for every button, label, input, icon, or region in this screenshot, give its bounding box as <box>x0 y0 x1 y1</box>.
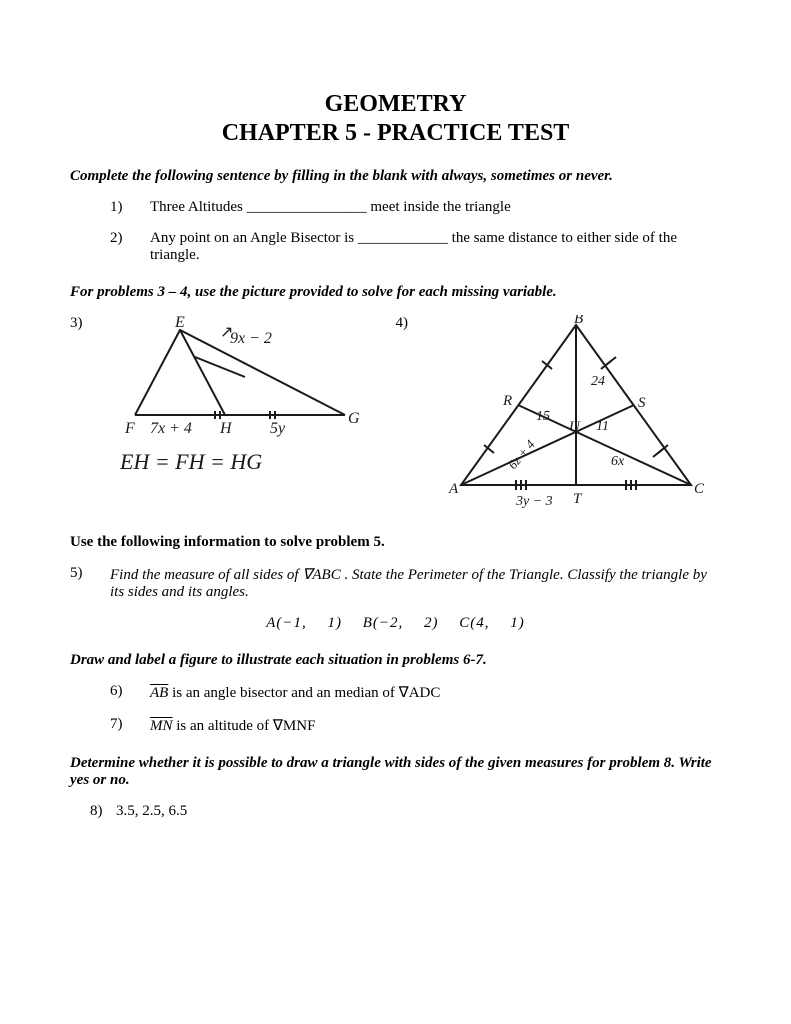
question-5: 5) Find the measure of all sides of ∇ABC… <box>70 565 721 601</box>
question-1: 1) Three Altitudes ________________ meet… <box>110 199 721 216</box>
svg-text:B: B <box>574 315 583 327</box>
q6-seg: AB <box>150 685 168 701</box>
svg-text:F: F <box>124 420 135 437</box>
question-7: 7) MN is an altitude of ∇MNF <box>110 716 721 735</box>
q2-text: Any point on an Angle Bisector is ______… <box>150 230 721 264</box>
figure-4: 4) <box>396 315 722 510</box>
question-2: 2) Any point on an Angle Bisector is ___… <box>110 230 721 264</box>
q2-num: 2) <box>110 230 150 264</box>
svg-text:6z + 4: 6z + 4 <box>504 436 537 472</box>
q1-num: 1) <box>110 199 150 216</box>
svg-text:H: H <box>219 420 233 437</box>
svg-text:6x: 6x <box>611 454 625 469</box>
q8-text: 3.5, 2.5, 6.5 <box>116 803 721 820</box>
svg-text:S: S <box>638 395 646 411</box>
svg-text:G: G <box>348 410 360 427</box>
svg-text:C: C <box>694 481 705 497</box>
question-8: 8) 3.5, 2.5, 6.5 <box>90 803 721 820</box>
q7-text: MN is an altitude of ∇MNF <box>150 716 721 735</box>
svg-text:R: R <box>502 393 512 409</box>
q4-num: 4) <box>396 315 436 332</box>
svg-text:A: A <box>448 481 459 497</box>
svg-text:E: E <box>174 315 185 331</box>
figure-3: 3) E ↗ 9x − <box>70 315 396 510</box>
svg-text:15: 15 <box>536 409 550 424</box>
svg-text:5y: 5y <box>270 420 286 437</box>
svg-text:11: 11 <box>596 419 609 434</box>
q5-text: Find the measure of all sides of ∇ABC . … <box>110 565 721 601</box>
instruction-2: For problems 3 – 4, use the picture prov… <box>70 284 721 301</box>
title-line2: CHAPTER 5 - PRACTICE TEST <box>70 119 721 148</box>
q7-seg: MN <box>150 718 173 734</box>
q7-num: 7) <box>110 716 150 735</box>
fig3-equation: EH = FH = HG <box>120 449 360 475</box>
triangle-3-svg: E ↗ 9x − 2 F 7x + 4 H 5y G <box>120 315 360 445</box>
instruction-1: Complete the following sentence by filli… <box>70 168 721 185</box>
svg-text:3y − 3: 3y − 3 <box>515 494 553 509</box>
q1-text: Three Altitudes ________________ meet in… <box>150 199 721 216</box>
instruction-3: Use the following information to solve p… <box>70 534 721 551</box>
svg-text:U: U <box>569 419 581 435</box>
instruction-5: Determine whether it is possible to draw… <box>70 755 721 789</box>
svg-text:9x − 2: 9x − 2 <box>230 330 272 347</box>
q6-text: AB is an angle bisector and an median of… <box>150 683 721 702</box>
svg-text:T: T <box>573 491 583 507</box>
svg-text:24: 24 <box>591 374 605 389</box>
q6-num: 6) <box>110 683 150 702</box>
q5-num: 5) <box>70 565 110 601</box>
svg-text:7x + 4: 7x + 4 <box>150 420 192 437</box>
q3-num: 3) <box>70 315 110 332</box>
instruction-4: Draw and label a figure to illustrate ea… <box>70 652 721 669</box>
q5-coords: A(−1, 1) B(−2, 2) C(4, 1) <box>70 615 721 632</box>
question-6: 6) AB is an angle bisector and an median… <box>110 683 721 702</box>
triangle-4-svg: B A C R S T U 15 24 11 6x 6z + 4 3y − 3 <box>446 315 706 510</box>
q8-num: 8) <box>90 803 116 820</box>
title-line1: GEOMETRY <box>70 90 721 119</box>
